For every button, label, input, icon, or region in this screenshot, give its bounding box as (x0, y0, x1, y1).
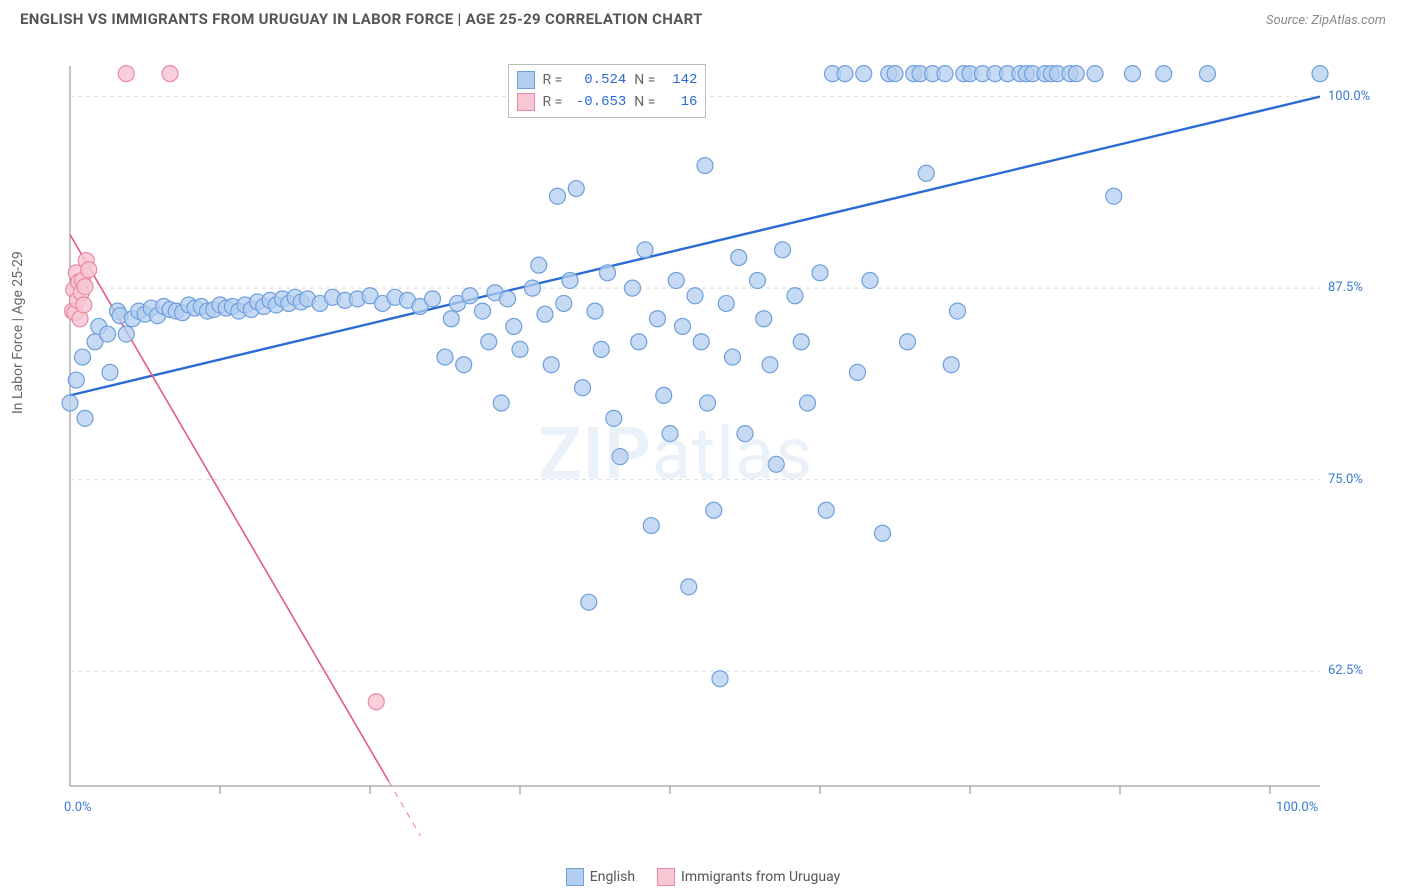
r-label: R = (543, 94, 563, 110)
scatter-plot-svg (20, 46, 1386, 836)
legend-label: Immigrants from Uruguay (681, 869, 840, 885)
legend-label: English (590, 869, 635, 885)
y-tick-label: 62.5% (1328, 663, 1363, 678)
legend-swatch (566, 868, 584, 886)
n-label: N = (634, 72, 655, 88)
n-value: 16 (663, 94, 697, 110)
y-tick-label: 87.5% (1328, 280, 1363, 295)
series-swatch (517, 71, 535, 89)
n-value: 142 (663, 72, 697, 88)
chart-title: ENGLISH VS IMMIGRANTS FROM URUGUAY IN LA… (20, 10, 703, 28)
r-value: 0.524 (570, 72, 626, 88)
x-tick-label: 100.0% (1276, 800, 1318, 815)
source-attribution: Source: ZipAtlas.com (1266, 13, 1386, 28)
series-swatch (517, 93, 535, 111)
r-value: -0.653 (570, 94, 626, 110)
legend-item-uruguay: Immigrants from Uruguay (657, 868, 840, 886)
n-label: N = (634, 94, 655, 110)
legend-bottom: English Immigrants from Uruguay (0, 868, 1406, 886)
stats-row: R = -0.653 N = 16 (517, 91, 698, 113)
r-label: R = (543, 72, 563, 88)
y-tick-label: 100.0% (1328, 89, 1370, 104)
legend-item-english: English (566, 868, 635, 886)
chart-area: In Labor Force | Age 25-29 ZIPatlas R =0… (20, 46, 1386, 862)
y-tick-label: 75.0% (1328, 472, 1363, 487)
y-axis-label: In Labor Force | Age 25-29 (10, 251, 26, 414)
legend-swatch (657, 868, 675, 886)
x-tick-label: 0.0% (64, 800, 92, 815)
correlation-stats-box: R = 0.524 N = 142 R = -0.653 N = 16 (508, 64, 707, 118)
stats-row: R = 0.524 N = 142 (517, 69, 698, 91)
